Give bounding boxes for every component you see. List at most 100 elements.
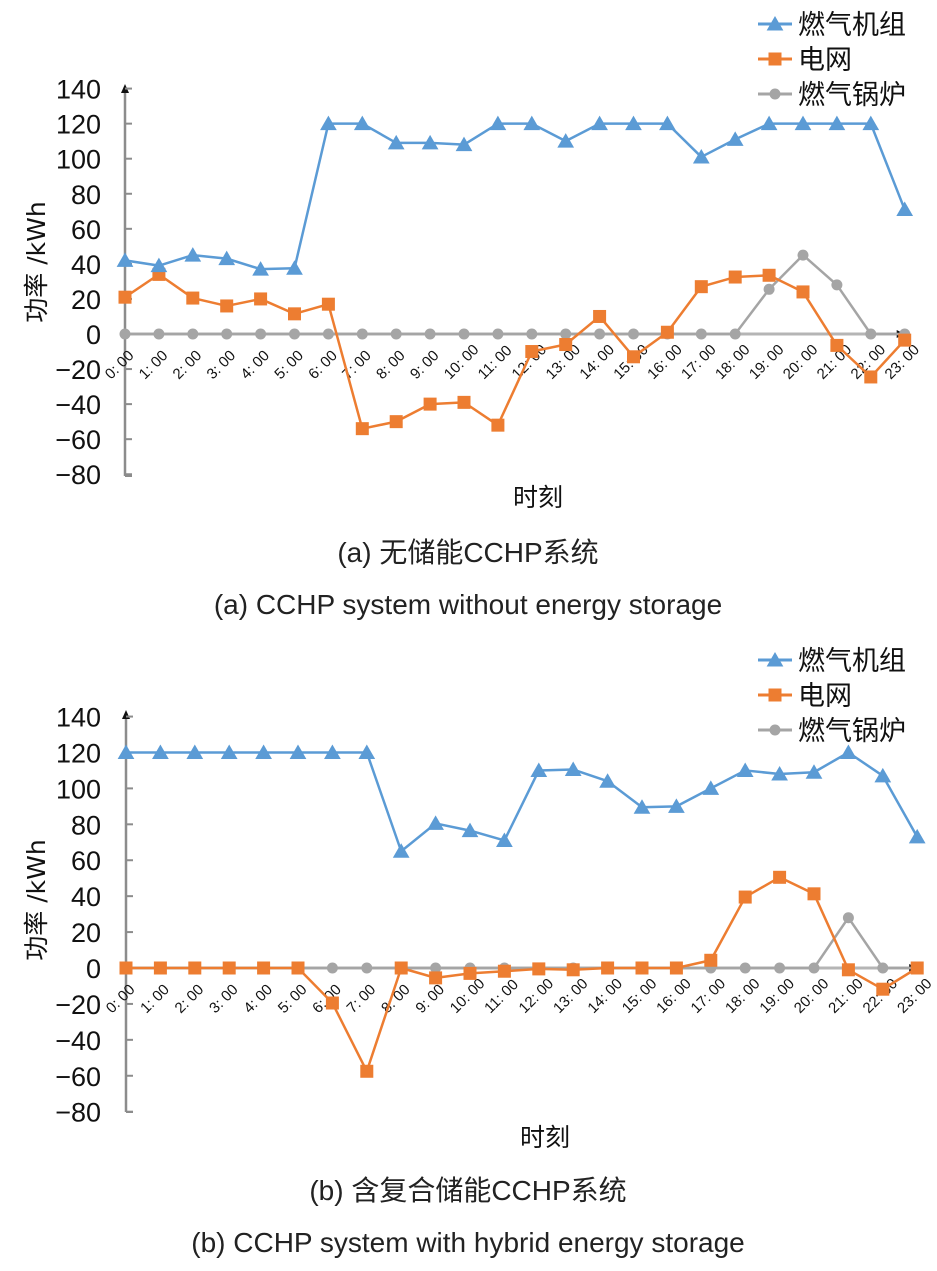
gas_turbine-point [726,131,744,146]
gas_boiler-point [390,328,402,340]
x-tick-label: 16: 00 [653,975,695,1017]
x-tick-label: 19: 00 [756,975,798,1017]
y-tick-label: 0 [86,954,101,984]
legend-label: 燃气机组 [798,646,906,677]
x-tick-label: 1: 00 [137,981,173,1017]
x-tick-label: 2: 00 [170,347,206,383]
y-axis-title: 功率 /kWh [22,839,51,960]
grid-point [525,345,539,359]
gas_turbine-point [659,115,676,131]
legend-item-grid: 电网 [758,45,852,76]
gas_boiler-point [729,328,741,340]
gas_turbine-point [220,744,238,759]
x-tick-label: 11: 00 [475,342,516,383]
gas_boiler-point [808,962,820,974]
gas_boiler-point [430,962,442,974]
grid-point [704,953,718,967]
x-tick-label: 10: 00 [441,341,483,383]
grid-point [222,961,236,975]
gas_turbine-point [805,764,823,779]
y-tick-label: 120 [56,110,101,140]
grid-point [423,397,437,411]
grid-point [841,963,855,977]
grid-point [355,422,369,436]
grid-point [910,961,924,975]
grid-point [457,395,471,409]
grid-point [773,870,787,884]
gas_boiler-point [797,249,809,261]
gas_turbine-point [736,762,754,777]
y-tick-label: 140 [56,75,101,105]
x-tick-label: 1: 00 [136,347,172,383]
grid-point [660,325,674,339]
y-tick-label: 120 [56,738,101,768]
gas_turbine-point [358,744,376,759]
grid-point [497,964,511,978]
gas_turbine-point [625,115,642,131]
legend-triangle-icon [766,651,784,667]
grid-point [694,280,708,294]
y-tick-label: −40 [55,390,101,420]
gas_boiler-point [739,962,751,974]
gas_turbine-point [633,799,651,814]
grid-point [738,890,752,904]
y-tick-label: 60 [71,846,101,876]
gas_turbine-point [840,744,857,759]
grid-point [463,966,477,980]
grid-point [593,309,607,323]
gas_turbine-point [794,115,812,131]
gas_boiler-point [322,328,334,340]
gas_turbine-point [152,744,169,759]
gas_boiler-point [356,328,368,340]
grid-point [762,268,776,282]
x-tick-label: 16: 00 [644,341,686,383]
x-axis-title: 时刻 [513,483,563,512]
grid-point [728,270,742,284]
gas_boiler-point [187,328,199,340]
x-tick-label: 17: 00 [678,341,720,383]
gas_boiler-line [125,253,905,336]
gas_turbine-point [421,134,439,150]
gas_turbine-point [184,247,202,262]
x-tick-label: 14: 00 [576,341,618,383]
grid-point [153,961,167,975]
gas_turbine-point [324,744,341,759]
chart-subtitle: (b) CCHP system with hybrid energy stora… [191,1227,744,1258]
gas_boiler-point [255,328,267,340]
gas_turbine-point [896,201,914,217]
gas_turbine-point [599,773,616,788]
x-tick-label: 14: 00 [584,975,626,1017]
x-tick-label: 2: 00 [172,981,208,1017]
grid-point [830,338,844,352]
series-grid [119,870,924,1078]
x-tick-label: 10: 00 [447,975,489,1017]
gas_turbine-point [150,257,168,273]
y-tick-label: 60 [71,215,101,245]
grid-point [254,292,268,306]
x-tick-label: 9: 00 [407,347,443,383]
x-tick-label: 5: 00 [275,981,311,1017]
grid-point [186,291,200,305]
gas_turbine-point [862,115,880,131]
gas_turbine-point [760,115,778,131]
grid-point [119,961,133,975]
x-tick-label: 5: 00 [271,347,307,383]
y-tick-label: 100 [56,145,101,175]
gas_boiler-point [153,328,165,340]
x-tick-label: 0: 00 [103,981,139,1017]
y-tick-label: 80 [71,810,101,840]
grid-point [876,982,890,996]
x-tick-label: 4: 00 [237,347,273,383]
x-tick-label: 23: 00 [882,341,924,383]
grid-point [635,961,649,975]
gas_turbine-point [461,822,479,838]
x-tick-label: 20: 00 [791,975,833,1017]
grid-point [566,963,580,977]
chart-title: (b) 含复合储能CCHP系统 [309,1175,626,1206]
gas_turbine-point [908,828,926,844]
legend-item-gas_boiler: 燃气锅炉 [758,80,906,111]
gas_boiler-point [865,328,877,340]
